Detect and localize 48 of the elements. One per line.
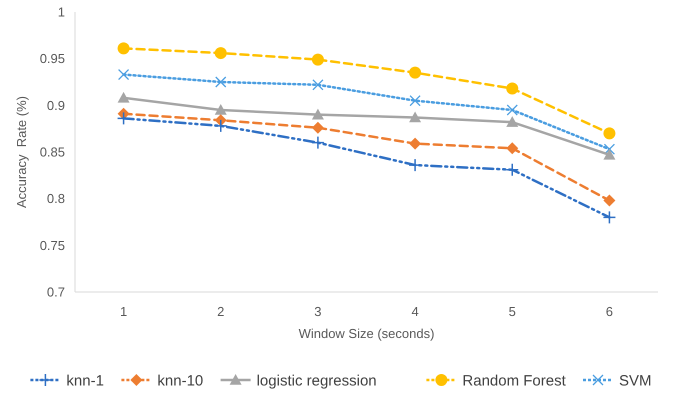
y-tick-label: 1 xyxy=(58,4,65,20)
point xyxy=(312,108,324,120)
legend-label: knn-1 xyxy=(66,372,104,390)
point xyxy=(116,112,130,126)
point xyxy=(409,111,422,122)
x-axis-title: Window Size (seconds) xyxy=(298,326,434,341)
legend-label: SVM xyxy=(619,372,652,390)
point xyxy=(409,66,422,79)
point xyxy=(506,82,518,95)
point xyxy=(506,104,518,116)
legend-label: Random Forest xyxy=(462,372,567,390)
x-tick-label: 1 xyxy=(120,304,128,319)
point xyxy=(214,47,227,60)
point xyxy=(118,68,130,80)
point xyxy=(118,92,130,103)
point xyxy=(408,158,422,172)
point xyxy=(409,138,422,150)
point xyxy=(603,194,616,207)
point xyxy=(312,122,324,134)
legend-label: logistic regression xyxy=(256,372,377,390)
point xyxy=(603,127,616,140)
point xyxy=(312,54,324,66)
y-tick-label: 0.7 xyxy=(46,284,65,300)
point xyxy=(214,119,228,133)
point xyxy=(409,95,421,106)
point xyxy=(506,162,519,176)
y-tick-label: 0.9 xyxy=(46,98,65,113)
point xyxy=(214,104,227,115)
point xyxy=(602,210,616,224)
point xyxy=(506,142,518,154)
point xyxy=(215,76,226,88)
point xyxy=(312,79,324,90)
x-tick-label: 4 xyxy=(411,304,419,319)
x-tick-label: 3 xyxy=(314,304,322,319)
point xyxy=(603,148,616,160)
legend-label: knn-10 xyxy=(157,372,204,390)
point xyxy=(118,42,130,54)
y-axis-title: Accuracy Rate (%) xyxy=(14,96,29,208)
x-tick-label: 6 xyxy=(606,304,614,319)
x-tick-label: 2 xyxy=(217,304,224,319)
point xyxy=(506,116,518,127)
point xyxy=(311,136,325,150)
y-tick-label: 0.85 xyxy=(40,144,65,160)
y-tick-label: 0.95 xyxy=(40,51,65,66)
point xyxy=(604,144,616,155)
y-tick-label: 0.8 xyxy=(46,191,65,206)
y-tick-label: 0.75 xyxy=(40,238,65,253)
x-tick-label: 5 xyxy=(508,304,516,319)
